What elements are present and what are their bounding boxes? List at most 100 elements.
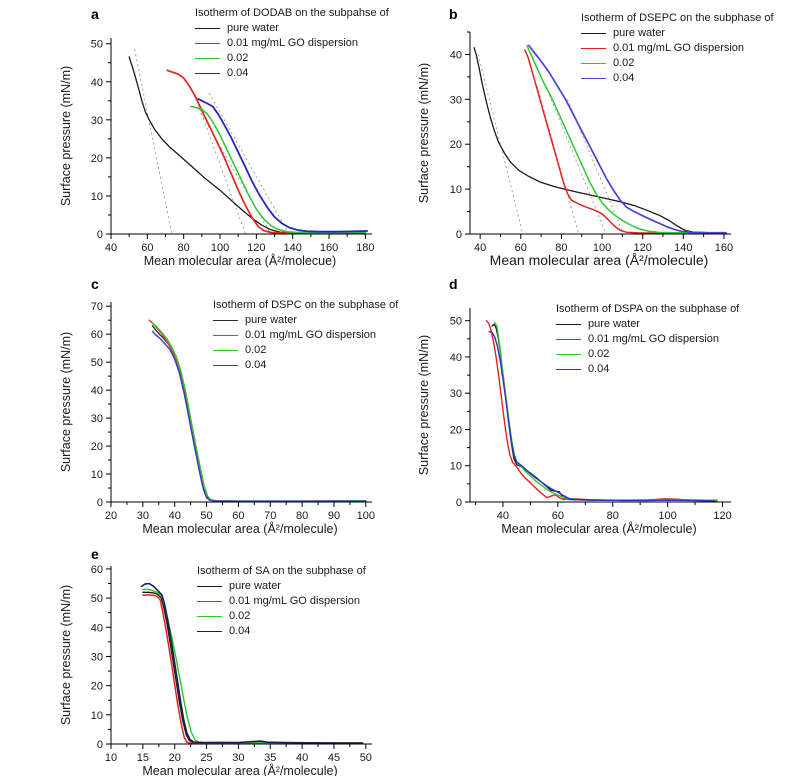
series-0-02 xyxy=(190,105,367,234)
y-tick-label: 50 xyxy=(91,357,103,369)
legend-label: 0.04 xyxy=(227,67,249,79)
y-axis-title: Surface pressure (mN/m) xyxy=(59,66,73,206)
chart-b: 40 60 80 100 120 140 160 0 10 20 30 40 Mean molecula… xyxy=(417,31,733,268)
series-lines xyxy=(140,582,364,745)
y-axis-ticks: 0 10 20 30 40 50 xyxy=(450,316,470,509)
legend-item: pure water xyxy=(581,26,774,41)
series-0-04 xyxy=(197,98,369,233)
legend-swatch xyxy=(195,28,220,29)
panel-b: b 40 60 80 100 120 140 160 0 10 20 30 40 Mean molecu… xyxy=(413,2,795,268)
y-tick-label: 70 xyxy=(91,301,103,313)
y-tick-label: 40 xyxy=(91,77,103,89)
legend-label: 0.02 xyxy=(613,57,635,69)
panel-e: e 10 15 20 25 30 35 40 45 50 0 10 20 30 40 50 60 Mean mo… xyxy=(55,542,405,777)
series-0-02 xyxy=(526,44,727,234)
legend-item: 0.02 xyxy=(197,609,366,624)
legend-item: 0.02 xyxy=(213,343,398,358)
panel-letter-c: c xyxy=(91,276,99,292)
x-axis-ticks: 10 15 20 25 30 35 40 45 50 xyxy=(105,744,372,764)
x-tick-label: 50 xyxy=(200,510,212,522)
y-axis-title: Surface pressure (mN/m) xyxy=(59,332,73,472)
y-axis-ticks: 0 10 20 30 40 50 60 xyxy=(91,564,111,751)
series-0-01-mg-ml-go-dispersion xyxy=(524,49,725,234)
x-tick-label: 80 xyxy=(607,510,619,522)
x-tick-label: 140 xyxy=(284,242,302,254)
legend-c: Isotherm of DSPC on the subphase of pure … xyxy=(213,298,398,373)
y-axis-ticks: 0 10 20 30 40 50 60 70 xyxy=(91,301,111,509)
x-tick-label: 40 xyxy=(474,242,486,254)
chart-a: 40 60 80 100 120 140 160 180 0 10 20 30 40 50 Mean mol… xyxy=(59,38,375,268)
legend-item: 0.04 xyxy=(197,624,366,639)
series-0-04 xyxy=(528,44,727,234)
series-pure-water xyxy=(473,47,727,234)
legend-label: 0.02 xyxy=(229,610,251,622)
x-tick-label: 35 xyxy=(264,752,276,764)
legend-title: Isotherm of DSPC on the subphase of xyxy=(213,299,399,311)
x-tick-label: 100 xyxy=(357,510,375,522)
y-axis-ticks: 0 10 20 30 40 50 xyxy=(91,39,111,241)
x-tick-label: 120 xyxy=(713,510,731,522)
legend-item: pure water xyxy=(197,579,366,594)
legend-label: 0.01 mg/mL GO dispersion xyxy=(613,42,745,54)
x-tick-label: 80 xyxy=(296,510,308,522)
x-tick-label: 100 xyxy=(658,510,676,522)
legend-label: pure water xyxy=(245,314,297,326)
legend-title: Isotherm of DSPA on the subphase of xyxy=(556,303,740,315)
y-axis-ticks: 0 10 20 30 40 xyxy=(450,31,470,241)
legend-label: 0.02 xyxy=(227,52,249,64)
x-tick-label: 70 xyxy=(264,510,276,522)
legend-label: 0.04 xyxy=(245,359,267,371)
series-0-01-mg-ml-go-dispersion xyxy=(166,69,367,234)
series-lines xyxy=(128,56,369,234)
y-tick-label: 30 xyxy=(450,388,462,400)
x-tick-label: 60 xyxy=(141,242,153,254)
y-tick-label: 60 xyxy=(91,329,103,341)
series-pure-water xyxy=(128,56,367,234)
y-tick-label: 50 xyxy=(91,593,103,605)
legend-swatch xyxy=(556,339,581,340)
y-tick-label: 50 xyxy=(91,39,103,51)
panel-letter-d: d xyxy=(449,276,458,292)
y-tick-label: 10 xyxy=(91,191,103,203)
x-axis-title: Mean molecular area (Å²/molecule) xyxy=(501,521,696,536)
legend-label: pure water xyxy=(229,580,281,592)
legend-swatch xyxy=(195,73,220,74)
legend-item: 0.02 xyxy=(195,51,389,66)
legend-swatch xyxy=(213,335,238,336)
y-tick-label: 50 xyxy=(450,316,462,328)
y-tick-label: 40 xyxy=(91,622,103,634)
x-axis-ticks: 40 60 80 100 120 140 160 xyxy=(474,234,733,254)
legend-swatch xyxy=(581,48,606,49)
y-tick-label: 10 xyxy=(450,184,462,196)
legend-label: 0.02 xyxy=(588,348,610,360)
y-tick-label: 10 xyxy=(91,469,103,481)
y-tick-label: 30 xyxy=(91,115,103,127)
x-tick-label: 140 xyxy=(674,242,692,254)
y-tick-label: 20 xyxy=(450,424,462,436)
y-tick-label: 40 xyxy=(450,49,462,61)
x-axis-ticks: 40 60 80 100 120 xyxy=(474,502,732,522)
y-tick-label: 30 xyxy=(91,651,103,663)
y-tick-label: 20 xyxy=(91,441,103,453)
x-tick-label: 80 xyxy=(555,242,567,254)
legend-swatch xyxy=(581,33,606,34)
x-tick-label: 20 xyxy=(105,510,117,522)
x-tick-label: 60 xyxy=(515,242,527,254)
x-tick-label: 120 xyxy=(247,242,265,254)
x-tick-label: 40 xyxy=(497,510,509,522)
x-axis-ticks: 40 60 80 100 120 140 160 180 xyxy=(105,234,375,254)
legend-swatch xyxy=(556,369,581,370)
series-0-04 xyxy=(140,582,364,744)
legend-swatch xyxy=(197,601,222,602)
x-tick-label: 80 xyxy=(178,242,190,254)
legend-swatch xyxy=(213,320,238,321)
panel-a: a 40 60 80 100 120 140 160 180 0 10 20 30 40 50 Mean m… xyxy=(55,2,405,268)
y-axis-title: Surface pressure (mN/m) xyxy=(417,335,431,475)
x-tick-label: 50 xyxy=(360,752,372,764)
y-tick-label: 20 xyxy=(450,139,462,151)
series-lines xyxy=(148,319,367,502)
legend-item: pure water xyxy=(556,317,739,332)
x-tick-label: 10 xyxy=(105,752,117,764)
legend-item: 0.01 mg/mL GO dispersion xyxy=(197,594,366,609)
